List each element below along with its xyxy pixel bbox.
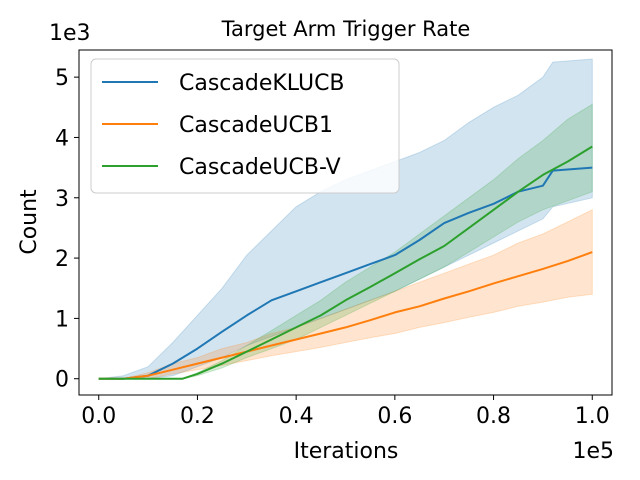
band-1 xyxy=(98,208,593,380)
y-tick-label: 0 xyxy=(55,368,69,393)
series-lines xyxy=(98,145,593,380)
x-axis-label: Iterations xyxy=(294,439,399,464)
series-line-0 xyxy=(98,166,593,380)
x-offset-label: 1e5 xyxy=(572,439,614,464)
x-tick-label: 0.0 xyxy=(81,404,116,429)
series-line-2 xyxy=(98,145,593,380)
legend: CascadeKLUCB CascadeUCB1 CascadeUCB-V xyxy=(90,58,400,194)
y-tick-label: 1 xyxy=(55,307,69,332)
y-offset-label: 1e3 xyxy=(49,21,91,46)
band-0 xyxy=(98,58,593,380)
x-axis: 0.0 0.2 0.4 0.6 0.8 1.0 xyxy=(81,395,610,429)
x-tick-label: 0.4 xyxy=(279,404,314,429)
y-axis-label: Count xyxy=(17,189,42,255)
legend-box xyxy=(90,58,400,194)
band-2 xyxy=(98,103,593,380)
legend-label-2: CascadeUCB-V xyxy=(179,155,341,180)
x-tick-label: 0.6 xyxy=(377,404,412,429)
x-tick-label: 0.8 xyxy=(476,404,511,429)
plot-frame xyxy=(78,49,613,396)
y-tick-label: 5 xyxy=(55,66,69,91)
chart-title: Target Arm Trigger Rate xyxy=(221,17,471,41)
y-tick-label: 3 xyxy=(55,187,69,212)
y-axis: 0 1 2 3 4 5 xyxy=(55,66,79,393)
y-tick-label: 4 xyxy=(55,126,69,151)
y-tick-label: 2 xyxy=(55,247,69,272)
series-line-1 xyxy=(98,251,593,380)
x-tick-label: 0.2 xyxy=(180,404,215,429)
confidence-bands xyxy=(98,58,593,380)
legend-label-1: CascadeUCB1 xyxy=(179,113,333,138)
x-tick-label: 1.0 xyxy=(575,404,610,429)
legend-label-0: CascadeKLUCB xyxy=(179,71,345,96)
